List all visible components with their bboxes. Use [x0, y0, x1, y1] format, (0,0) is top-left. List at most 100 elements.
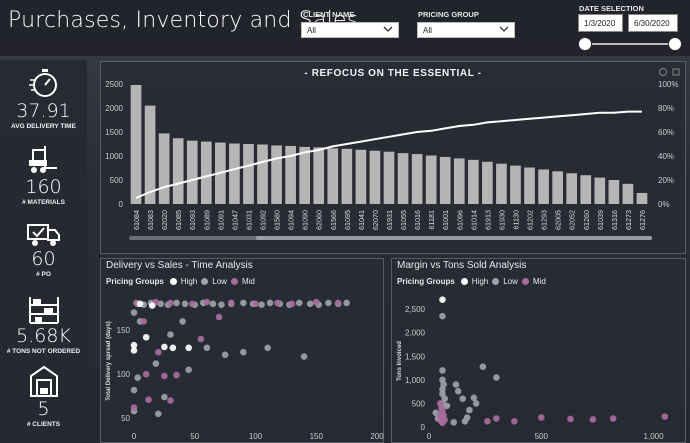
x-tick-label: 61580 — [273, 210, 282, 230]
legend-high[interactable]: High — [471, 277, 489, 286]
bar — [313, 147, 325, 204]
x-tick-label: 61085 — [174, 210, 183, 230]
x-tick-label: 62005 — [554, 210, 563, 230]
legend-low-dot — [201, 278, 209, 285]
x-tick-label: 61276 — [638, 210, 647, 230]
scatter-point-low — [264, 344, 271, 352]
scatter-point-mid — [215, 313, 223, 321]
y-axis-label: Tons Invoiced — [397, 341, 403, 381]
bar — [243, 144, 254, 204]
bar — [552, 171, 563, 204]
date-slider-track[interactable] — [585, 43, 678, 45]
x-tick-label: 61273 — [624, 210, 633, 230]
legend-mid-dot — [521, 278, 529, 285]
end-date-input[interactable]: 6/30/2020 — [628, 14, 678, 32]
y-tick-label: 100 — [117, 370, 131, 379]
scatter-point-mid — [288, 300, 296, 308]
x-tick-label: 500 — [535, 432, 549, 441]
bar — [257, 144, 268, 204]
bar — [594, 177, 606, 204]
scatter-point-low — [179, 318, 186, 325]
client-dropdown-value: All — [307, 26, 316, 35]
chevron-down-icon — [499, 24, 509, 36]
shelving-icon — [28, 297, 59, 324]
filter-icon[interactable] — [659, 68, 667, 76]
pricing-dropdown-value: All — [423, 26, 432, 35]
y-tick-label: 50 — [121, 414, 130, 423]
x-tick-label: 100 — [249, 432, 263, 441]
scatter-point-low — [461, 418, 469, 425]
x-tick-label: 61089 — [202, 210, 211, 230]
scatter-point-mid — [537, 414, 545, 421]
x-tick-label: 1,000 — [644, 432, 665, 441]
bar — [285, 145, 296, 204]
scatter-point-low — [221, 351, 229, 359]
legend-high-dot — [460, 278, 468, 285]
chevron-down-icon — [383, 24, 393, 36]
scatter-point-mid — [197, 335, 205, 343]
y-tick-label: 2500 — [105, 80, 123, 89]
scatter-point-low — [432, 409, 440, 417]
margin-tons-panel: Margin vs Tons Sold Analysis Pricing Gro… — [391, 258, 686, 443]
y-tick-label: 1000 — [105, 152, 123, 161]
scatter-point-mid — [130, 404, 138, 411]
x-tick-label: 61047 — [230, 210, 239, 230]
scatter-point-low — [240, 299, 247, 307]
scatter-point-high — [148, 302, 156, 309]
bar — [482, 161, 493, 204]
legend-high[interactable]: High — [180, 277, 198, 286]
kpi-avg-delivery: 37.91 AVG DELIVERY TIME — [0, 66, 87, 130]
start-date-input[interactable]: 1/3/2020 — [578, 14, 623, 32]
scatter-point-low — [306, 300, 314, 308]
scatter-point-high — [136, 300, 144, 308]
bar — [158, 133, 170, 204]
y2-tick-label: 0% — [658, 200, 670, 209]
x-tick-label: 61031 — [244, 210, 253, 230]
legend-mid[interactable]: Mid — [241, 277, 255, 286]
legend-low[interactable]: Low — [503, 277, 518, 286]
kpi-value: 5 — [37, 398, 50, 420]
y-tick-label: 2000 — [105, 104, 123, 113]
kpi-label: # CLIENTS — [26, 421, 61, 428]
kpi-value: 5.68K — [16, 325, 71, 347]
x-tick-label: 61039 — [596, 210, 605, 230]
scatter-point-mid — [589, 416, 597, 423]
x-tick-label: 61095 — [343, 210, 352, 230]
kpi-value: 160 — [25, 176, 62, 198]
date-slider-end-handle[interactable] — [668, 37, 682, 51]
scatter-point-low — [450, 418, 457, 426]
x-tick-label: 61084 — [132, 210, 141, 230]
pricing-filter-label: PRICING GROUP — [418, 10, 479, 19]
x-tick-label: 61092 — [259, 210, 268, 230]
scatter-point-mid — [227, 299, 235, 307]
bar — [411, 154, 423, 204]
scrollbar-thumb — [256, 236, 652, 240]
bar — [186, 140, 198, 204]
scatter-point-high — [439, 296, 446, 304]
scatter-point-low — [161, 393, 168, 401]
bar — [636, 192, 648, 204]
scatter-point-low — [472, 400, 480, 407]
scatter-point-low — [479, 363, 487, 370]
y-tick-label: 1,000 — [405, 376, 426, 385]
date-slider-start-handle[interactable] — [578, 37, 592, 51]
bar — [510, 165, 521, 204]
bar — [397, 153, 409, 204]
pricing-dropdown[interactable]: All — [417, 22, 515, 38]
x-tick-label: 61055 — [399, 210, 408, 230]
scatter-point-low — [459, 395, 466, 403]
client-dropdown[interactable]: All — [301, 22, 399, 38]
warehouse-icon — [29, 365, 58, 397]
legend-mid[interactable]: Mid — [532, 277, 546, 286]
bar — [524, 167, 535, 204]
scatter-point-mid — [155, 348, 162, 356]
focus-mode-icon[interactable] — [672, 68, 680, 76]
scatter-point-low — [155, 410, 162, 418]
x-tick-label: 61260 — [582, 210, 591, 230]
pareto-chart-title: - REFOCUS ON THE ESSENTIAL - — [304, 68, 482, 79]
kpi-clients: 5 # CLIENTS — [0, 364, 87, 428]
legend-low[interactable]: Low — [212, 277, 227, 286]
scatter-point-mid — [167, 397, 174, 404]
client-filter-label: CLIENT NAME — [303, 10, 355, 19]
